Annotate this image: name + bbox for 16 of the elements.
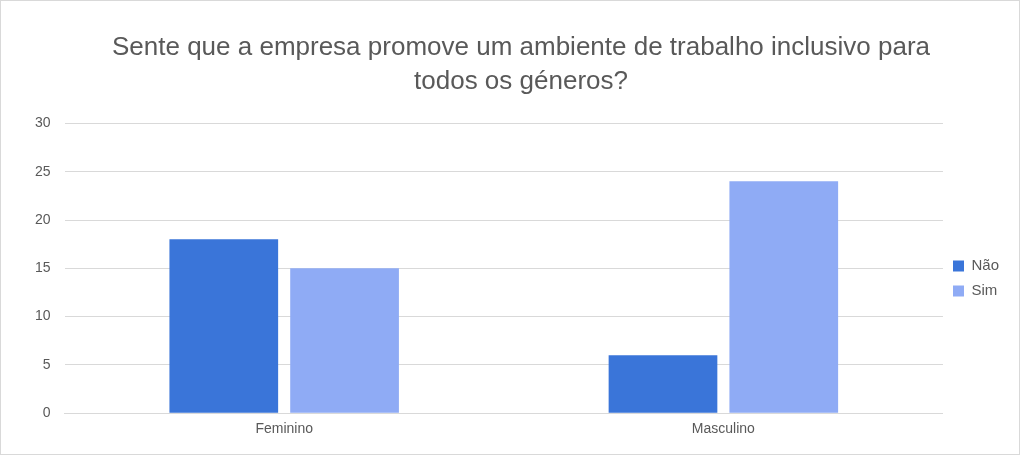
y-tick-label: 30 xyxy=(34,114,51,131)
x-tick-label: Feminino xyxy=(255,420,314,437)
y-tick-label: 15 xyxy=(34,259,51,276)
bar xyxy=(608,355,718,413)
legend-label: Sim xyxy=(971,281,998,299)
bar xyxy=(290,268,399,413)
legend-label: Não xyxy=(971,256,1000,274)
y-tick-label: 20 xyxy=(34,210,51,227)
y-tick-label: 25 xyxy=(34,162,51,179)
x-tick-label: Masculino xyxy=(691,420,756,437)
chart-title: Sente que a empresa promove um ambiente de trabalho inclusivo para todos os géneros? xyxy=(110,30,931,97)
bar xyxy=(729,181,839,413)
y-tick-label: 5 xyxy=(42,355,51,372)
y-tick-label: 0 xyxy=(42,404,51,421)
y-tick-label: 10 xyxy=(34,307,51,324)
bar xyxy=(169,239,279,413)
